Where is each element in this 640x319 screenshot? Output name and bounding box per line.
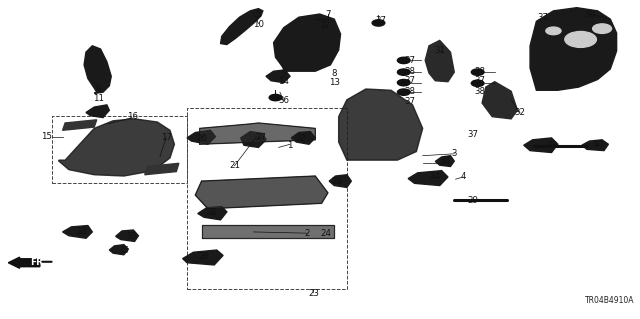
Text: 37: 37 — [376, 16, 387, 25]
Polygon shape — [425, 41, 454, 82]
Text: 4: 4 — [460, 173, 466, 182]
Text: 7: 7 — [325, 11, 331, 19]
Text: 26: 26 — [198, 252, 210, 261]
Text: 24: 24 — [321, 229, 332, 238]
Circle shape — [471, 69, 484, 75]
Text: 22: 22 — [295, 134, 307, 143]
Polygon shape — [145, 163, 179, 175]
Text: 38: 38 — [404, 87, 415, 96]
Text: 38: 38 — [474, 87, 485, 96]
Polygon shape — [273, 14, 340, 71]
Polygon shape — [241, 131, 266, 147]
Polygon shape — [84, 46, 111, 93]
Polygon shape — [195, 176, 328, 209]
Text: 37: 37 — [537, 13, 548, 22]
Circle shape — [269, 94, 282, 101]
Text: 18: 18 — [76, 227, 87, 236]
Polygon shape — [187, 130, 216, 144]
Text: 20: 20 — [196, 134, 207, 143]
Text: 30: 30 — [584, 10, 595, 19]
Text: 21: 21 — [229, 161, 240, 170]
Circle shape — [397, 57, 410, 63]
Text: 35: 35 — [127, 232, 138, 241]
Text: 12: 12 — [319, 21, 330, 30]
Text: 1: 1 — [287, 141, 292, 150]
Text: 16: 16 — [127, 112, 138, 121]
Polygon shape — [86, 105, 109, 118]
Circle shape — [397, 69, 410, 75]
Text: 28: 28 — [205, 208, 216, 217]
Text: 37: 37 — [468, 130, 479, 139]
Circle shape — [593, 24, 612, 33]
Polygon shape — [109, 245, 128, 255]
Polygon shape — [63, 120, 97, 130]
Polygon shape — [339, 89, 422, 160]
Text: 35: 35 — [118, 246, 129, 255]
Polygon shape — [221, 9, 263, 45]
Polygon shape — [182, 250, 223, 265]
Polygon shape — [116, 230, 138, 241]
Text: FR.: FR. — [30, 258, 47, 267]
Text: 10: 10 — [253, 20, 264, 29]
Polygon shape — [524, 138, 558, 152]
Polygon shape — [329, 175, 351, 188]
Polygon shape — [198, 206, 227, 220]
Text: 9: 9 — [281, 68, 286, 77]
Text: 31: 31 — [434, 46, 445, 56]
Polygon shape — [59, 119, 175, 176]
Text: TR04B4910A: TR04B4910A — [585, 296, 634, 305]
Text: 37: 37 — [404, 56, 415, 65]
Text: 37: 37 — [474, 76, 485, 85]
Text: 25: 25 — [332, 177, 342, 186]
Text: 29: 29 — [468, 196, 479, 205]
Text: 40: 40 — [592, 140, 603, 149]
Text: 34: 34 — [430, 173, 441, 182]
Text: 38: 38 — [404, 67, 415, 76]
Text: 5: 5 — [256, 11, 261, 19]
Text: 15: 15 — [41, 132, 52, 141]
Polygon shape — [482, 82, 517, 119]
Polygon shape — [582, 140, 609, 151]
FancyArrow shape — [8, 257, 40, 268]
Circle shape — [565, 32, 596, 48]
Polygon shape — [202, 225, 334, 238]
Polygon shape — [408, 171, 448, 186]
Text: 3: 3 — [451, 149, 457, 158]
Polygon shape — [530, 8, 616, 90]
Text: 41: 41 — [440, 156, 452, 165]
Text: 13: 13 — [329, 78, 340, 87]
Text: 37: 37 — [404, 76, 415, 85]
Text: 38: 38 — [474, 67, 485, 76]
Text: 19: 19 — [439, 159, 449, 168]
Polygon shape — [200, 123, 316, 144]
Polygon shape — [291, 131, 316, 144]
Circle shape — [471, 80, 484, 86]
Polygon shape — [435, 156, 454, 167]
Text: 6: 6 — [96, 85, 101, 94]
Polygon shape — [266, 70, 290, 83]
Text: 27: 27 — [255, 133, 266, 142]
Text: 32: 32 — [515, 108, 525, 117]
Circle shape — [397, 79, 410, 86]
Circle shape — [397, 89, 410, 95]
Text: 23: 23 — [308, 289, 319, 298]
Text: 36: 36 — [278, 96, 289, 105]
Text: 2: 2 — [305, 229, 310, 238]
Text: 8: 8 — [332, 69, 337, 78]
Text: 33: 33 — [546, 141, 557, 150]
Circle shape — [372, 20, 385, 26]
Circle shape — [546, 27, 561, 35]
Text: 14: 14 — [278, 77, 289, 86]
Polygon shape — [63, 226, 92, 238]
Text: 11: 11 — [93, 94, 104, 103]
Text: 37: 37 — [404, 97, 415, 106]
Text: 17: 17 — [161, 133, 172, 142]
